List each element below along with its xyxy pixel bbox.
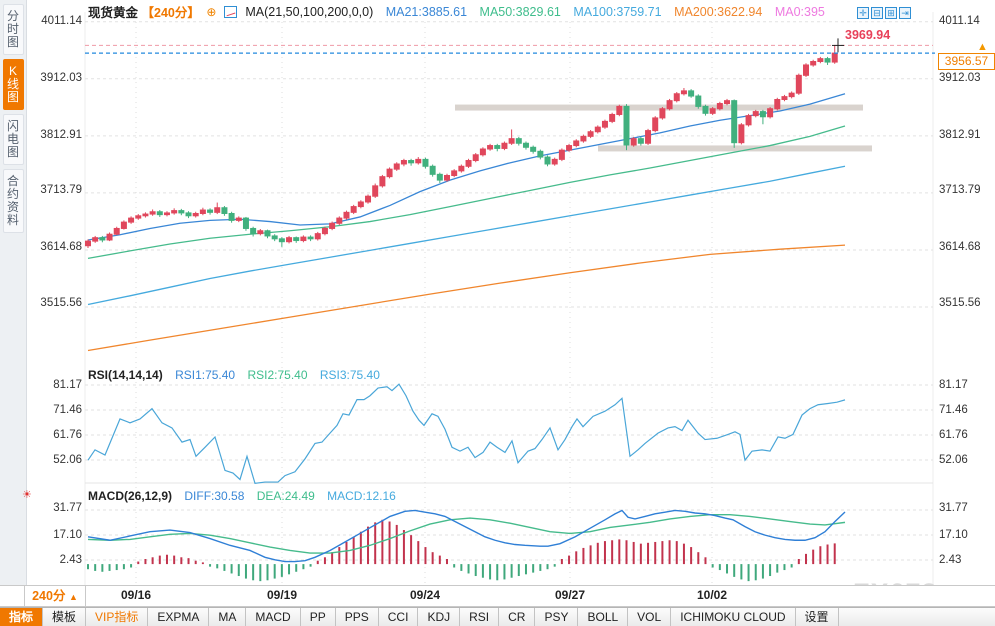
symbol-name: 现货黄金 [88,6,139,20]
toolbar-item-设置[interactable]: 设置 [796,608,839,626]
rsi-axis-label: 81.17 [939,379,968,391]
ma100-value: MA100:3759.71 [573,4,662,19]
price-axis-label: 3912.03 [939,72,981,84]
toolbar-item-EXPMA[interactable]: EXPMA [148,608,210,626]
ma50-value: MA50:3829.61 [479,4,561,19]
sidebar-tab-合约资料[interactable]: 合约资料 [2,169,24,233]
add-indicator-icon[interactable]: ⊕ [206,4,217,19]
rsi-axis-label: 61.76 [53,429,82,441]
toolbar-item-VOL[interactable]: VOL [628,608,672,626]
price-axis-label: 3812.91 [40,129,82,141]
macd-header: MACD(26,12,9) DIFF:30.58 DEA:24.49 MACD:… [88,489,396,503]
ma200-value: MA200:3622.94 [674,4,763,19]
ma-settings-label[interactable]: MA(21,50,100,200,0,0) [245,4,374,19]
toolbar-item-KDJ[interactable]: KDJ [418,608,461,626]
date-tick-label: 10/02 [696,588,728,602]
session-high-label: 3969.94 [845,28,891,42]
jump-latest-icon[interactable]: ⇥ [899,7,911,19]
macd-axis-label: 2.43 [59,554,82,566]
rsi-axis-label: 52.06 [939,454,968,466]
interval-selector[interactable]: 240分 ▲ [24,586,86,607]
time-axis: 240分 ▲ 09/16 09/19 09/24 09/27 10/02 [0,585,995,607]
date-tick-label: 09/24 [409,588,441,602]
price-axis-label: 3515.56 [939,297,981,309]
macd-axis-label: 17.10 [939,529,968,541]
rsi-axis-label: 52.06 [53,454,82,466]
rsi-axis-label: 71.46 [53,404,82,416]
interval-arrow-icon: ▲ [68,592,78,602]
rsi-header: RSI(14,14,14) RSI1:75.40 RSI2:75.40 RSI3… [88,368,380,382]
window-tools: ✛ ⊟ ⊞ ⇥ [855,3,911,21]
rsi2-value: RSI2:75.40 [247,368,308,382]
ma21-value: MA21:3885.61 [385,4,468,19]
indicator-settings-icon[interactable]: ☀ [22,489,32,501]
toolbar-item-PPS[interactable]: PPS [336,608,379,626]
rsi-title[interactable]: RSI(14,14,14) [88,368,163,382]
sidebar-tab-分时图[interactable]: 分时图 [2,4,24,55]
indicator-toolbar: 指标 模板 VIP指标 EXPMA MA MACD PP PPS CCI KDJ RSI CR PSY B… [0,607,995,626]
toolbar-item-PSY[interactable]: PSY [535,608,579,626]
crosshair-icon[interactable]: ✛ [857,7,869,19]
zoom-out-icon[interactable]: ⊟ [871,7,883,19]
toolbar-item-BOLL[interactable]: BOLL [578,608,629,626]
ma0-value: MA0:395 [774,4,825,19]
rsi-axis-label: 71.46 [939,404,968,416]
rsi3-value: RSI3:75.40 [319,368,380,382]
macd-title[interactable]: MACD(26,12,9) [88,489,173,503]
price-up-arrow-icon: ▲ [977,41,988,53]
macd-axis-label: 31.77 [53,502,82,514]
sidebar-tab-闪电图[interactable]: 闪电图 [2,114,24,165]
price-axis-label: 3812.91 [939,129,981,141]
toolbar-item-CCI[interactable]: CCI [379,608,419,626]
chart-header: 现货黄金 【240分】 ⊕ MA(21,50,100,200,0,0) MA21… [88,2,825,21]
interval-label[interactable]: 【240分】 [141,6,200,20]
toolbar-item-MA[interactable]: MA [209,608,247,626]
price-axis-label: 3713.79 [939,184,981,196]
macd-diff-value: DIFF:30.58 [184,489,245,503]
current-price-tag: 3956.57 [938,53,995,70]
rsi1-value: RSI1:75.40 [175,368,236,382]
price-axis-label: 3614.68 [40,241,82,253]
toolbar-item-模板[interactable]: 模板 [43,608,87,626]
toolbar-item-ICHIMOKU CLOUD[interactable]: ICHIMOKU CLOUD [671,608,796,626]
price-axis-label: 3515.56 [40,297,82,309]
date-tick-label: 09/27 [554,588,586,602]
toolbar-item-PP[interactable]: PP [301,608,336,626]
toolbar-item-MACD[interactable]: MACD [246,608,301,626]
price-axis-label: 3912.03 [40,72,82,84]
toolbar-item-CR[interactable]: CR [499,608,536,626]
toolbar-item-RSI[interactable]: RSI [460,608,500,626]
date-tick-label: 09/16 [120,588,152,602]
rsi-axis-label: 81.17 [53,379,82,391]
price-axis-label: 3614.68 [939,241,981,253]
price-axis-label: 4011.14 [41,15,82,27]
zoom-in-icon[interactable]: ⊞ [885,7,897,19]
macd-dea-value: DEA:24.49 [256,489,315,503]
date-tick-label: 09/19 [266,588,298,602]
price-axis-label: 4011.14 [939,15,980,27]
toolbar-item-指标[interactable]: 指标 [0,608,44,626]
interval-text: 240分 [32,589,66,603]
macd-hist-value: MACD:12.16 [327,489,396,503]
macd-axis-label: 31.77 [939,502,968,514]
macd-axis-label: 17.10 [53,529,82,541]
macd-axis-label: 2.43 [939,554,962,566]
rsi-axis-label: 61.76 [939,429,968,441]
toolbar-item-VIP指标[interactable]: VIP指标 [86,608,149,626]
overlay-chart-icon[interactable] [223,5,237,18]
price-axis-label: 3713.79 [40,184,82,196]
